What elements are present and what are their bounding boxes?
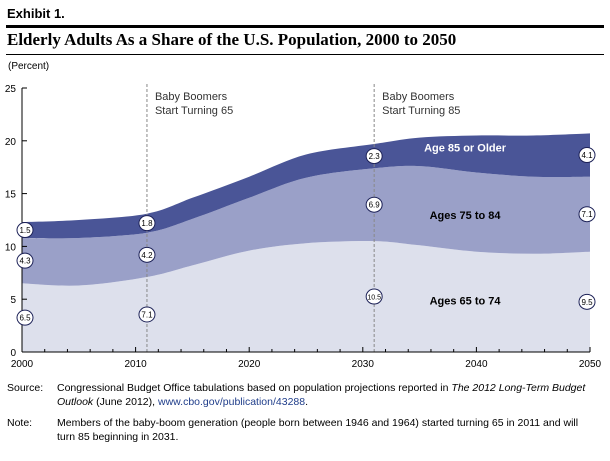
x-tick-label-2050: 2050 [579, 359, 602, 370]
data-label-2011-age-85-or-older: 1.8 [141, 219, 153, 228]
y-tick-label-15: 15 [5, 190, 17, 201]
source-text: Congressional Budget Office tabulations … [57, 382, 452, 394]
x-tick-label-2010: 2010 [124, 359, 147, 370]
footnote: Note: Members of the baby-boom generation… [7, 416, 597, 444]
data-label-2011-ages-65-to-74: 7.1 [141, 311, 153, 320]
source-link[interactable]: www.cbo.gov/publication/43288 [157, 396, 306, 408]
chart-svg: Baby Boomers Start Turning 65 Baby Boomers… [5, 84, 602, 370]
series-label-ages-75-to-84: Ages 75 to 84 [430, 210, 502, 222]
data-label-badge-2000-ages-65-to-74 [16, 309, 34, 326]
data-label-badge-2000-ages-75-to-84 [16, 252, 34, 269]
series-label-ages-65-to-74: Ages 65 to 74 [430, 295, 502, 307]
source-note: Source: Congressional Budget Office tabul… [7, 381, 597, 409]
annotation-text-2031-1: Baby Boomers [382, 91, 455, 103]
data-label-2000-age-85-or-older: 1.5 [19, 226, 31, 235]
data-label-2050-ages-65-to-74: 9.5 [581, 298, 593, 307]
data-label-2050-age-85-or-older: 4.1 [581, 151, 593, 160]
data-label-2031-age-85-or-older: 2.3 [369, 152, 381, 161]
source-period: . [305, 396, 309, 408]
y-tick-label-25: 25 [5, 84, 17, 95]
data-label-badge-2011-age-85-or-older [138, 215, 156, 232]
data-label-badge-2050-ages-65-to-74 [578, 293, 596, 310]
data-label-badge-2031-ages-75-to-84 [365, 196, 383, 213]
area-ages-65-74 [22, 241, 590, 352]
note-label: Note: [7, 417, 33, 429]
note-text: Members of the baby-boom generation (peo… [57, 417, 579, 443]
area-ages-75-84 [22, 165, 590, 286]
annotation-text-2011-2: Start Turning 65 [155, 105, 233, 117]
series-label-age-85-or-older: Age 85 or Older [424, 142, 507, 154]
annotation-text-2011-1: Baby Boomers [155, 91, 228, 103]
area-age-85-plus [22, 133, 590, 239]
exhibit-number: Exhibit 1. [7, 6, 65, 21]
source-report-title: The 2012 Long-Term Budget Outlook [57, 382, 586, 408]
source-date: (June 2012), [93, 396, 158, 408]
x-tick-label-2000: 2000 [11, 359, 34, 370]
annotation-text-2031-2: Start Turning 85 [382, 105, 460, 117]
data-label-2000-ages-75-to-84: 4.3 [19, 257, 31, 266]
y-tick-label-20: 20 [5, 137, 17, 148]
x-tick-label-2030: 2030 [352, 359, 375, 370]
y-tick-label-0: 0 [10, 348, 16, 359]
data-label-2011-ages-75-to-84: 4.2 [141, 251, 153, 260]
x-tick-label-2020: 2020 [238, 359, 261, 370]
data-label-2000-ages-65-to-74: 6.5 [19, 314, 31, 323]
data-label-badge-2000-age-85-or-older [16, 222, 34, 239]
y-tick-label-5: 5 [10, 295, 16, 306]
chart-title: Elderly Adults As a Share of the U.S. Po… [7, 30, 457, 49]
top-rule [6, 25, 604, 28]
y-unit-label: (Percent) [8, 61, 50, 72]
data-label-2031-ages-65-to-74: 10.5 [367, 295, 381, 302]
y-tick-label-10: 10 [5, 242, 17, 253]
data-label-badge-2050-ages-75-to-84 [578, 206, 596, 223]
title-rule [6, 54, 604, 55]
source-label: Source: [7, 382, 44, 394]
x-tick-label-2040: 2040 [465, 359, 488, 370]
data-label-badge-2011-ages-75-to-84 [138, 246, 156, 263]
data-label-badge-2050-age-85-or-older [578, 147, 596, 164]
data-label-badge-2031-ages-65-to-74 [365, 288, 383, 305]
data-label-badge-2031-age-85-or-older [365, 148, 383, 165]
data-label-2050-ages-75-to-84: 7.1 [581, 210, 593, 219]
data-label-badge-2011-ages-65-to-74 [138, 306, 156, 323]
data-label-2031-ages-75-to-84: 6.9 [369, 201, 381, 210]
